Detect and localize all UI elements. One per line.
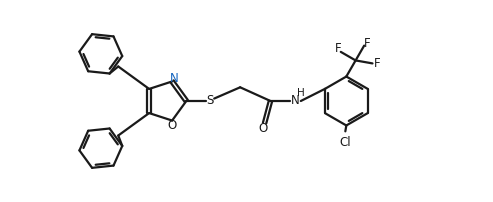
Text: H: H xyxy=(297,88,305,98)
Text: F: F xyxy=(335,42,341,55)
Text: N: N xyxy=(170,72,178,85)
Text: F: F xyxy=(364,37,370,50)
Text: O: O xyxy=(168,119,177,132)
Text: O: O xyxy=(258,122,267,135)
Text: F: F xyxy=(374,57,381,70)
Text: N: N xyxy=(290,95,299,107)
Text: S: S xyxy=(206,95,213,107)
Text: Cl: Cl xyxy=(340,136,351,149)
